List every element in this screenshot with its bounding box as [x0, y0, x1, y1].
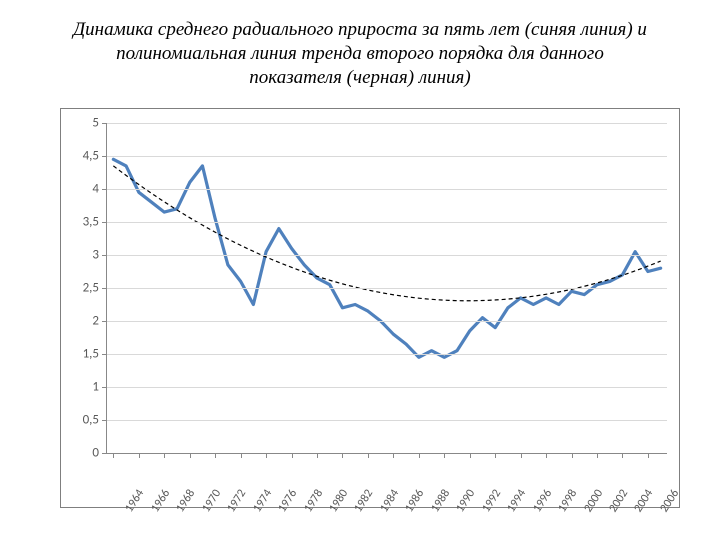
x-tick-label: 1992	[479, 487, 504, 515]
y-tick-label: 4	[63, 182, 99, 197]
x-tick-mark	[342, 453, 343, 458]
y-tick-mark	[102, 123, 107, 124]
x-tick-mark	[546, 453, 547, 458]
title-line-3: показателя (черная) линия)	[249, 67, 470, 88]
x-tick-mark	[241, 453, 242, 458]
x-tick-label: 1996	[530, 487, 555, 515]
x-tick-mark	[521, 453, 522, 458]
x-tick-label: 1994	[505, 487, 530, 515]
y-tick-label: 0,5	[63, 413, 99, 428]
x-tick-label: 1968	[174, 487, 199, 515]
y-tick-label: 4,5	[63, 149, 99, 164]
gridline	[107, 420, 667, 421]
x-tick-label: 1976	[276, 487, 301, 515]
x-tick-label: 1982	[352, 487, 377, 515]
x-tick-mark	[317, 453, 318, 458]
x-tick-label: 1990	[454, 487, 479, 515]
gridline	[107, 321, 667, 322]
x-tick-label: 1966	[148, 487, 173, 515]
y-tick-label: 0	[63, 446, 99, 461]
y-tick-label: 2	[63, 314, 99, 329]
x-tick-mark	[470, 453, 471, 458]
x-tick-label: 1978	[301, 487, 326, 515]
x-tick-mark	[292, 453, 293, 458]
x-tick-mark	[393, 453, 394, 458]
page: Динамика среднего радиального прироста з…	[0, 0, 720, 540]
x-tick-mark	[139, 453, 140, 458]
x-tick-mark	[572, 453, 573, 458]
x-tick-mark	[266, 453, 267, 458]
y-tick-mark	[102, 387, 107, 388]
y-tick-label: 3,5	[63, 215, 99, 230]
x-tick-mark	[113, 453, 114, 458]
x-tick-mark	[368, 453, 369, 458]
x-tick-mark	[190, 453, 191, 458]
x-tick-label: 1998	[556, 487, 581, 515]
x-tick-label: 2002	[606, 487, 631, 515]
x-tick-mark	[164, 453, 165, 458]
y-tick-label: 2,5	[63, 281, 99, 296]
x-tick-mark	[495, 453, 496, 458]
x-tick-label: 2006	[657, 487, 682, 515]
x-tick-label: 1974	[250, 487, 275, 515]
gridline	[107, 354, 667, 355]
y-tick-mark	[102, 288, 107, 289]
x-tick-mark	[622, 453, 623, 458]
x-tick-mark	[419, 453, 420, 458]
y-tick-mark	[102, 255, 107, 256]
y-tick-mark	[102, 156, 107, 157]
y-tick-mark	[102, 321, 107, 322]
trend-line	[113, 166, 660, 301]
gridline	[107, 156, 667, 157]
gridline	[107, 222, 667, 223]
x-tick-label: 1972	[225, 487, 250, 515]
y-tick-mark	[102, 222, 107, 223]
y-tick-mark	[102, 354, 107, 355]
x-tick-label: 1964	[123, 487, 148, 515]
gridline	[107, 288, 667, 289]
y-tick-mark	[102, 420, 107, 421]
x-tick-label: 1984	[377, 487, 402, 515]
x-tick-label: 1986	[403, 487, 428, 515]
y-tick-label: 1	[63, 380, 99, 395]
x-tick-label: 2000	[581, 487, 606, 515]
chart-title: Динамика среднего радиального прироста з…	[30, 18, 690, 89]
y-tick-label: 3	[63, 248, 99, 263]
gridline	[107, 189, 667, 190]
y-tick-mark	[102, 453, 107, 454]
y-tick-label: 5	[63, 116, 99, 131]
chart-frame: 00,511,522,533,544,551964196619681970197…	[60, 108, 680, 508]
x-tick-mark	[444, 453, 445, 458]
x-tick-label: 1980	[326, 487, 351, 515]
x-tick-label: 1970	[199, 487, 224, 515]
x-tick-label: 2004	[632, 487, 657, 515]
x-tick-mark	[648, 453, 649, 458]
title-line-2: полиномиальная линия тренда второго поря…	[116, 43, 604, 64]
x-tick-mark	[215, 453, 216, 458]
gridline	[107, 123, 667, 124]
y-tick-label: 1,5	[63, 347, 99, 362]
y-tick-mark	[102, 189, 107, 190]
gridline	[107, 387, 667, 388]
title-line-1: Динамика среднего радиального прироста з…	[73, 19, 647, 40]
x-tick-mark	[597, 453, 598, 458]
x-tick-label: 1988	[428, 487, 453, 515]
gridline	[107, 255, 667, 256]
